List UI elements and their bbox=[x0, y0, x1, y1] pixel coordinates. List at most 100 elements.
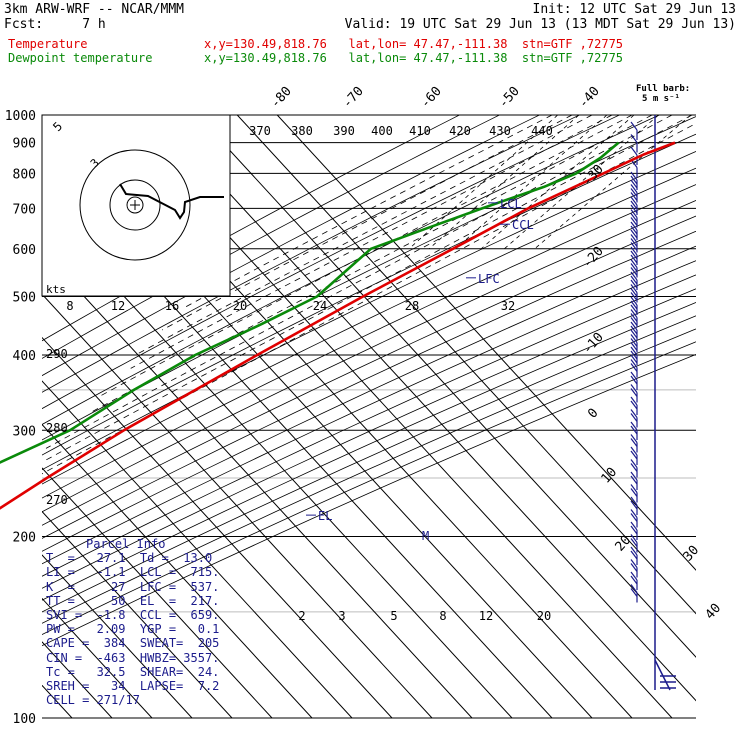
lcl-marker-label: LCL bbox=[500, 197, 522, 211]
wind-barb bbox=[630, 534, 638, 553]
moist-adiabat-line bbox=[97, 115, 633, 398]
ccl-marker-label: CCL bbox=[512, 218, 534, 232]
wind-barb bbox=[630, 459, 638, 478]
wind-barb bbox=[630, 571, 638, 590]
parcel-row-cin: CIN = -463 HWBZ= 3557. bbox=[46, 650, 220, 665]
temperature-field-name: Temperature bbox=[8, 37, 88, 51]
wind-barb bbox=[630, 484, 638, 503]
wind-barb bbox=[630, 559, 638, 578]
isotherm-line bbox=[42, 423, 313, 718]
moist-adiabats bbox=[42, 115, 696, 475]
dry-adiabat-line bbox=[42, 200, 696, 513]
parcel-row-tc: Tc = 32.5 SHEAR= 24. bbox=[46, 664, 220, 679]
hodograph-trace bbox=[119, 183, 224, 220]
theta-tick-label: 390 bbox=[333, 124, 355, 138]
wind-barb bbox=[630, 171, 638, 190]
pressure-tick-label: 700 bbox=[13, 202, 36, 217]
dry-adiabat-line bbox=[42, 288, 696, 589]
pressure-tick-label: 1000 bbox=[5, 109, 36, 124]
pressure-tick-label: 600 bbox=[13, 243, 36, 258]
wind-barb-surface bbox=[654, 659, 676, 691]
isotherm-line bbox=[42, 467, 273, 718]
wind-barb bbox=[630, 359, 638, 378]
isotherm-line bbox=[42, 597, 153, 718]
isotherm-line bbox=[236, 115, 696, 615]
speed-scale-label: 8 bbox=[66, 299, 73, 313]
moist-adiabat-line bbox=[130, 115, 613, 369]
dry-adiabat-line bbox=[42, 315, 696, 613]
mixing-ratio-label: 8 bbox=[439, 609, 446, 623]
moist-adiabat-line bbox=[42, 122, 696, 475]
isotherm-line bbox=[156, 115, 696, 702]
init-time: Init: 12 UTC Sat 29 Jun 13 bbox=[532, 2, 737, 17]
parcel-row-k: K = 27 LFC = 537. bbox=[46, 579, 220, 594]
mixing-ratio-label: 3 bbox=[338, 609, 345, 623]
wind-barb bbox=[630, 246, 638, 265]
parcel-info-title: Parcel Info bbox=[86, 537, 166, 551]
el-marker-label: EL bbox=[318, 509, 332, 523]
dry-adiabat-line bbox=[42, 184, 696, 499]
hodograph-ring bbox=[109, 179, 161, 231]
wind-barb bbox=[630, 546, 638, 565]
parcel-row-pw: PW = 2.09 YGP = 0.1 bbox=[46, 622, 220, 637]
theta-tick-label: 420 bbox=[449, 124, 471, 138]
wind-barb bbox=[630, 421, 638, 440]
wind-barb bbox=[630, 221, 638, 240]
wind-barb bbox=[630, 384, 638, 403]
pressure-tick-label: 200 bbox=[13, 530, 36, 545]
dry-adiabat-line bbox=[42, 115, 540, 377]
dry-adiabat-line bbox=[42, 301, 696, 601]
moist-adiabat-line bbox=[135, 115, 593, 356]
parcel-row-sreh: SREH = 34 LAPSE= 7.2 bbox=[46, 678, 220, 693]
wind-barb bbox=[630, 434, 638, 453]
theta-tick-label: 430 bbox=[489, 124, 511, 138]
dry-adiabat-line bbox=[42, 115, 660, 425]
mixing-ratio-line bbox=[504, 115, 659, 250]
dewpoint-field-info: x,y=130.49,818.76 lat,lon= 47.47,-111.38… bbox=[204, 51, 624, 65]
theta-tick-label: 440 bbox=[531, 124, 553, 138]
wind-barb bbox=[630, 259, 638, 278]
dry-adiabat-line bbox=[42, 341, 696, 636]
moist-adiabat-line bbox=[184, 115, 553, 308]
lfc-marker-label: LFC bbox=[478, 272, 500, 286]
dry-adiabat-line bbox=[42, 260, 696, 565]
dry-adiabat-line bbox=[42, 115, 580, 393]
hodograph-unit-label: kts bbox=[46, 283, 66, 296]
wind-barb bbox=[630, 184, 638, 203]
hodograph-ring bbox=[79, 149, 191, 261]
wind-barb bbox=[630, 509, 638, 528]
dewpoint-profile bbox=[0, 141, 620, 464]
pressure-tick-label: 800 bbox=[13, 167, 36, 182]
mixing-ratio-line bbox=[455, 115, 608, 250]
moist-adiabat-line bbox=[42, 115, 693, 463]
storm-motion-circle bbox=[126, 196, 144, 214]
dry-adiabat-line bbox=[42, 274, 696, 577]
sounding-profiles: EL LFC CCL LCL M bbox=[0, 141, 676, 543]
parcel-row-t: T = 27.1 Td = 13.0 bbox=[46, 551, 213, 566]
temperature-profile bbox=[0, 141, 676, 510]
wind-barb bbox=[630, 409, 638, 428]
isotherm-line bbox=[42, 380, 353, 718]
wind-barb bbox=[630, 196, 638, 215]
mixing-ratio-label: 12 bbox=[479, 609, 493, 623]
speed-scale-label: 20 bbox=[233, 299, 247, 313]
wind-barb bbox=[630, 234, 638, 253]
wind-barb bbox=[630, 496, 638, 515]
mixing-ratio-lines bbox=[408, 115, 692, 250]
speed-scale-label: 16 bbox=[165, 299, 179, 313]
isotherm-line bbox=[42, 510, 233, 718]
wind-barb bbox=[630, 346, 638, 365]
theta-tick-label: 410 bbox=[409, 124, 431, 138]
mixing-ratio-line bbox=[480, 115, 635, 250]
pressure-tick-label: 300 bbox=[13, 424, 36, 439]
parcel-row-cell: CELL = 271/17 bbox=[46, 693, 140, 708]
dry-adiabat-line bbox=[42, 353, 696, 647]
barb-legend-title: Full barb: bbox=[636, 84, 691, 94]
wind-barb bbox=[630, 584, 638, 603]
mixing-ratio-label: 20 bbox=[537, 609, 551, 623]
theta-e-tick-label: 290 bbox=[46, 347, 68, 361]
dry-adiabat-line bbox=[42, 115, 620, 410]
mixing-ratio-line bbox=[534, 115, 692, 250]
parcel-row-svi: SVI = -1.8 CCL = 659. bbox=[46, 607, 220, 622]
